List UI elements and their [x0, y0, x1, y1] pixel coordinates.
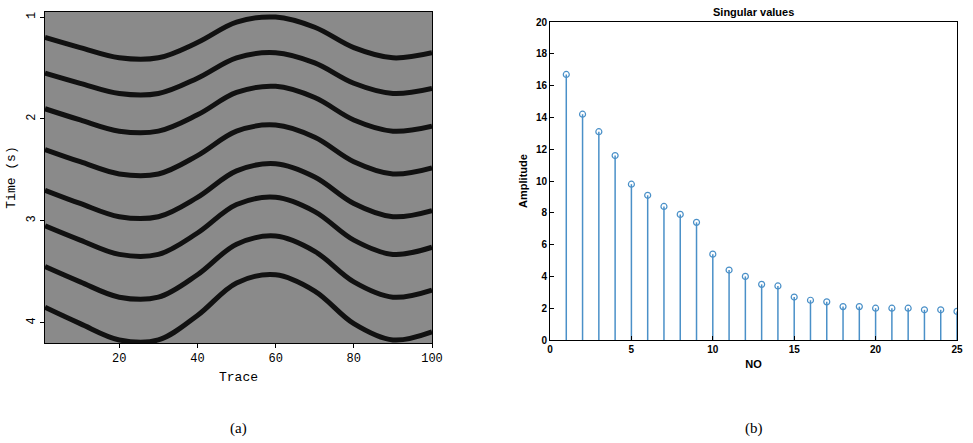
svg-text:18: 18 — [536, 48, 548, 59]
svg-text:NO: NO — [745, 358, 762, 370]
svg-text:16: 16 — [536, 80, 548, 91]
svg-text:10: 10 — [536, 176, 548, 187]
svg-text:20: 20 — [870, 344, 882, 355]
svg-text:4: 4 — [25, 317, 39, 324]
svg-text:6: 6 — [541, 239, 547, 250]
svg-text:14: 14 — [536, 112, 548, 123]
svg-text:Amplitude: Amplitude — [517, 154, 529, 208]
svg-text:100: 100 — [421, 352, 443, 366]
svg-text:15: 15 — [789, 344, 801, 355]
svg-text:0: 0 — [541, 335, 547, 346]
svg-text:12: 12 — [536, 144, 548, 155]
svg-text:1: 1 — [25, 12, 39, 19]
svg-text:60: 60 — [268, 352, 282, 366]
svg-text:(a): (a) — [230, 420, 247, 437]
svg-text:(b): (b) — [745, 420, 763, 437]
svg-text:0: 0 — [547, 344, 553, 355]
svg-text:20: 20 — [112, 352, 126, 366]
svg-text:5: 5 — [629, 344, 635, 355]
svg-text:Trace: Trace — [219, 370, 258, 385]
svg-text:25: 25 — [951, 344, 963, 355]
svg-text:40: 40 — [190, 352, 204, 366]
svg-text:Time (s): Time (s) — [4, 146, 19, 208]
svg-text:20: 20 — [536, 17, 548, 28]
svg-text:2: 2 — [25, 114, 39, 121]
svg-text:4: 4 — [541, 271, 547, 282]
svg-text:8: 8 — [541, 207, 547, 218]
svg-text:3: 3 — [25, 215, 39, 222]
svg-text:2: 2 — [541, 303, 547, 314]
svg-text:80: 80 — [347, 352, 361, 366]
svg-text:Singular values: Singular values — [713, 6, 794, 18]
svg-text:10: 10 — [707, 344, 719, 355]
